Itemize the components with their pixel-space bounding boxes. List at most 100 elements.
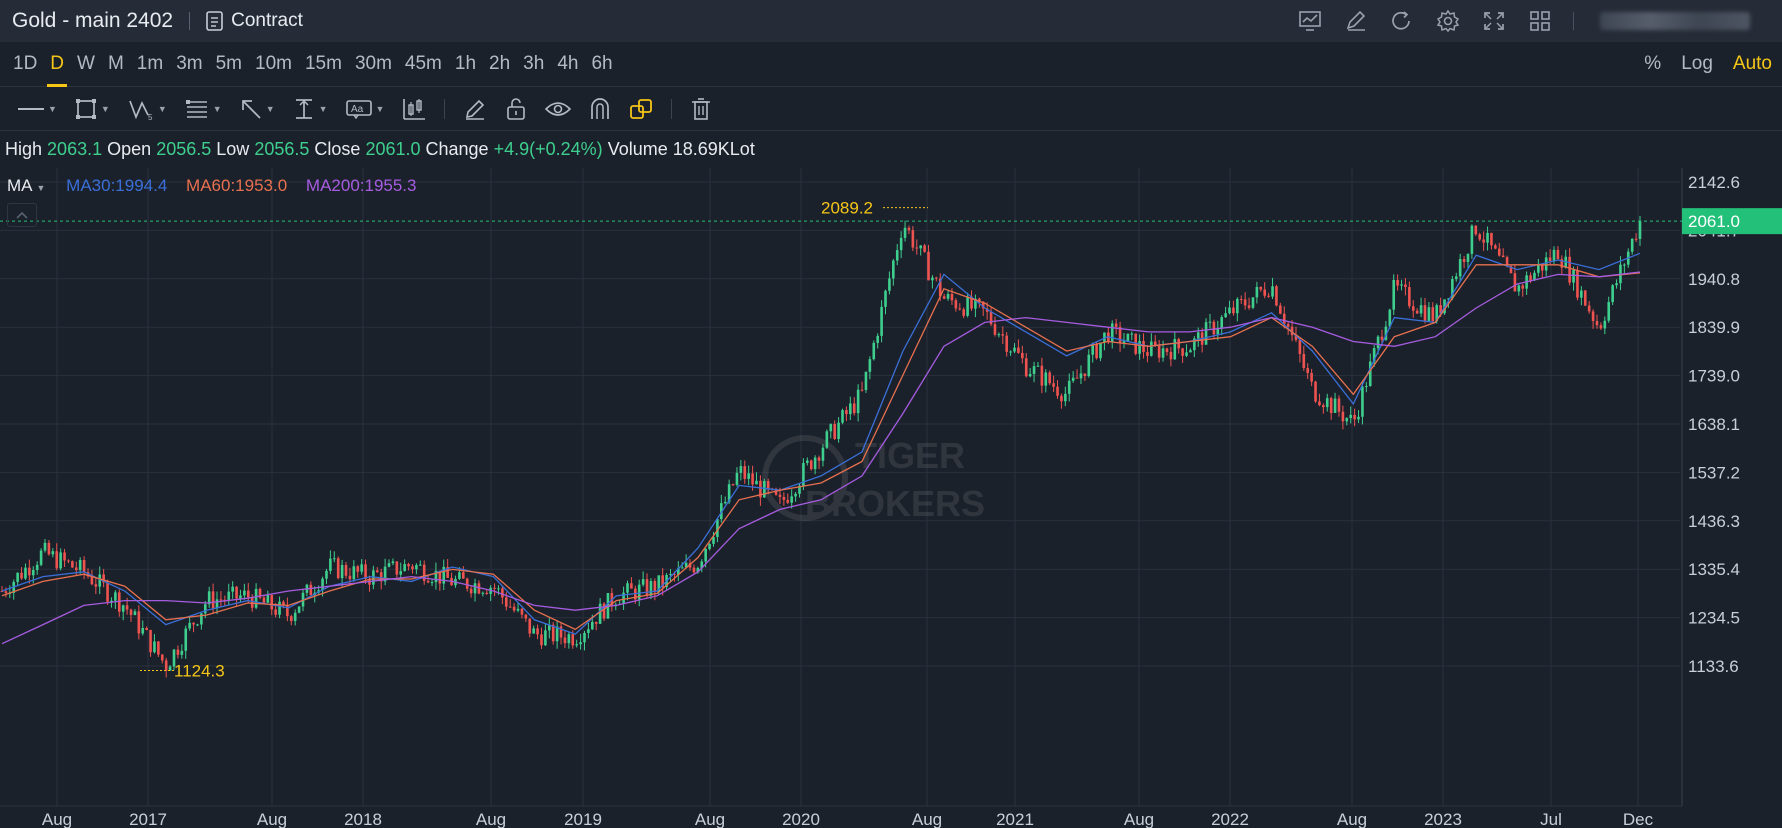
candle-body [782, 496, 786, 500]
fullscreen-icon[interactable] [1481, 8, 1507, 34]
candle [813, 455, 817, 475]
pencil-tool[interactable] [463, 94, 487, 124]
fibonacci-tool[interactable]: ▼ [185, 94, 222, 124]
pattern-tool[interactable]: 5 ▼ [128, 94, 167, 124]
interval-1d[interactable]: 1D [13, 53, 38, 74]
candle-body [176, 649, 180, 655]
candle-body [1392, 279, 1396, 310]
log-scale-toggle[interactable]: Log [1681, 53, 1713, 74]
candle [1580, 286, 1583, 306]
interval-d[interactable]: D [47, 53, 67, 87]
text-tool[interactable]: Aa ▼ [345, 94, 384, 124]
candle-body [790, 496, 793, 503]
candle-body [1165, 348, 1169, 352]
candle [1314, 380, 1317, 404]
candle [1071, 371, 1075, 383]
candle-body [501, 588, 504, 598]
lock-tool[interactable] [505, 94, 527, 124]
draw-edit-icon[interactable] [1343, 8, 1369, 34]
interval-45m[interactable]: 45m [404, 53, 442, 74]
candle [1599, 322, 1603, 331]
candle [1236, 297, 1239, 322]
interval-4h[interactable]: 4h [557, 53, 579, 74]
candle-body [149, 629, 152, 653]
measure-tool[interactable]: ▼ [293, 94, 328, 124]
candle [849, 396, 852, 421]
interval-2h[interactable]: 2h [489, 53, 511, 74]
candle [735, 467, 739, 487]
candle-body [1290, 326, 1294, 336]
rectangle-tool[interactable]: ▼ [75, 94, 110, 124]
candle [766, 478, 770, 495]
chevron-down-icon: ▼ [265, 103, 275, 114]
candle-body [677, 568, 680, 575]
candle [1126, 333, 1130, 342]
candle-body [1361, 386, 1364, 417]
candle-body [880, 306, 883, 336]
line-tool[interactable]: ▼ [18, 94, 57, 124]
candle-body [458, 572, 461, 579]
candle-body [1482, 239, 1485, 243]
candle-body [375, 570, 379, 573]
interval-6h[interactable]: 6h [591, 53, 613, 74]
layout-grid-icon[interactable] [1527, 8, 1553, 34]
candle [450, 572, 453, 586]
candle-body [1400, 284, 1403, 286]
candlestick-tool[interactable] [402, 94, 426, 124]
account-name-redacted[interactable] [1600, 12, 1750, 30]
candle-body [1282, 313, 1286, 324]
watermark-line2: BROKERS [805, 483, 985, 524]
candle [407, 562, 410, 571]
candle-body [899, 237, 903, 251]
interval-w[interactable]: W [77, 53, 95, 74]
link-shapes-tool[interactable] [629, 94, 653, 124]
candle [1028, 367, 1032, 378]
ma-selector[interactable]: MA [7, 176, 33, 195]
candle-body [110, 600, 113, 602]
interval-10m[interactable]: 10m [255, 53, 292, 74]
interval-m[interactable]: M [107, 53, 124, 74]
candle-body [1540, 265, 1544, 271]
candle-body [1036, 365, 1040, 367]
chevron-down-icon[interactable]: ▼ [36, 183, 46, 193]
price-tick-label: 1537.2 [1688, 463, 1740, 482]
candle-body [1505, 257, 1509, 267]
candle [368, 575, 371, 592]
indicator-chart-icon[interactable] [1297, 8, 1323, 34]
interval-15m[interactable]: 15m [304, 53, 342, 74]
candle [286, 597, 289, 622]
candle-body [981, 301, 985, 309]
interval-1m[interactable]: 1m [136, 53, 164, 74]
collapse-legend-button[interactable] [7, 203, 37, 227]
visibility-tool[interactable] [545, 94, 572, 124]
interval-5m[interactable]: 5m [215, 53, 243, 74]
percent-scale-toggle[interactable]: % [1644, 53, 1662, 74]
candle-body [512, 606, 516, 611]
arrow-tool[interactable]: ▼ [240, 94, 275, 124]
candle [1114, 318, 1118, 335]
candle-body [246, 590, 250, 598]
magnet-tool[interactable] [589, 94, 611, 124]
interval-30m[interactable]: 30m [354, 53, 392, 74]
auto-scale-toggle[interactable]: Auto [1732, 53, 1772, 74]
candle-body [1087, 354, 1091, 377]
candle-body [360, 564, 363, 572]
candle [630, 577, 633, 589]
candle-body [598, 603, 602, 624]
contract-button[interactable]: Contract [206, 10, 303, 32]
interval-3m[interactable]: 3m [176, 53, 203, 74]
delete-drawings-tool[interactable] [690, 94, 712, 124]
candle-body [993, 324, 997, 335]
candle [1591, 309, 1595, 329]
candle [1411, 300, 1415, 318]
candle-body [1607, 302, 1611, 321]
candle-body [28, 567, 31, 576]
interval-1h[interactable]: 1h [454, 53, 477, 74]
refresh-icon[interactable] [1389, 8, 1415, 34]
time-tick-label: Jul [1540, 810, 1562, 828]
candle [548, 617, 551, 639]
settings-gear-icon[interactable] [1435, 8, 1461, 34]
candle-body [1521, 285, 1525, 289]
interval-3h[interactable]: 3h [523, 53, 545, 74]
